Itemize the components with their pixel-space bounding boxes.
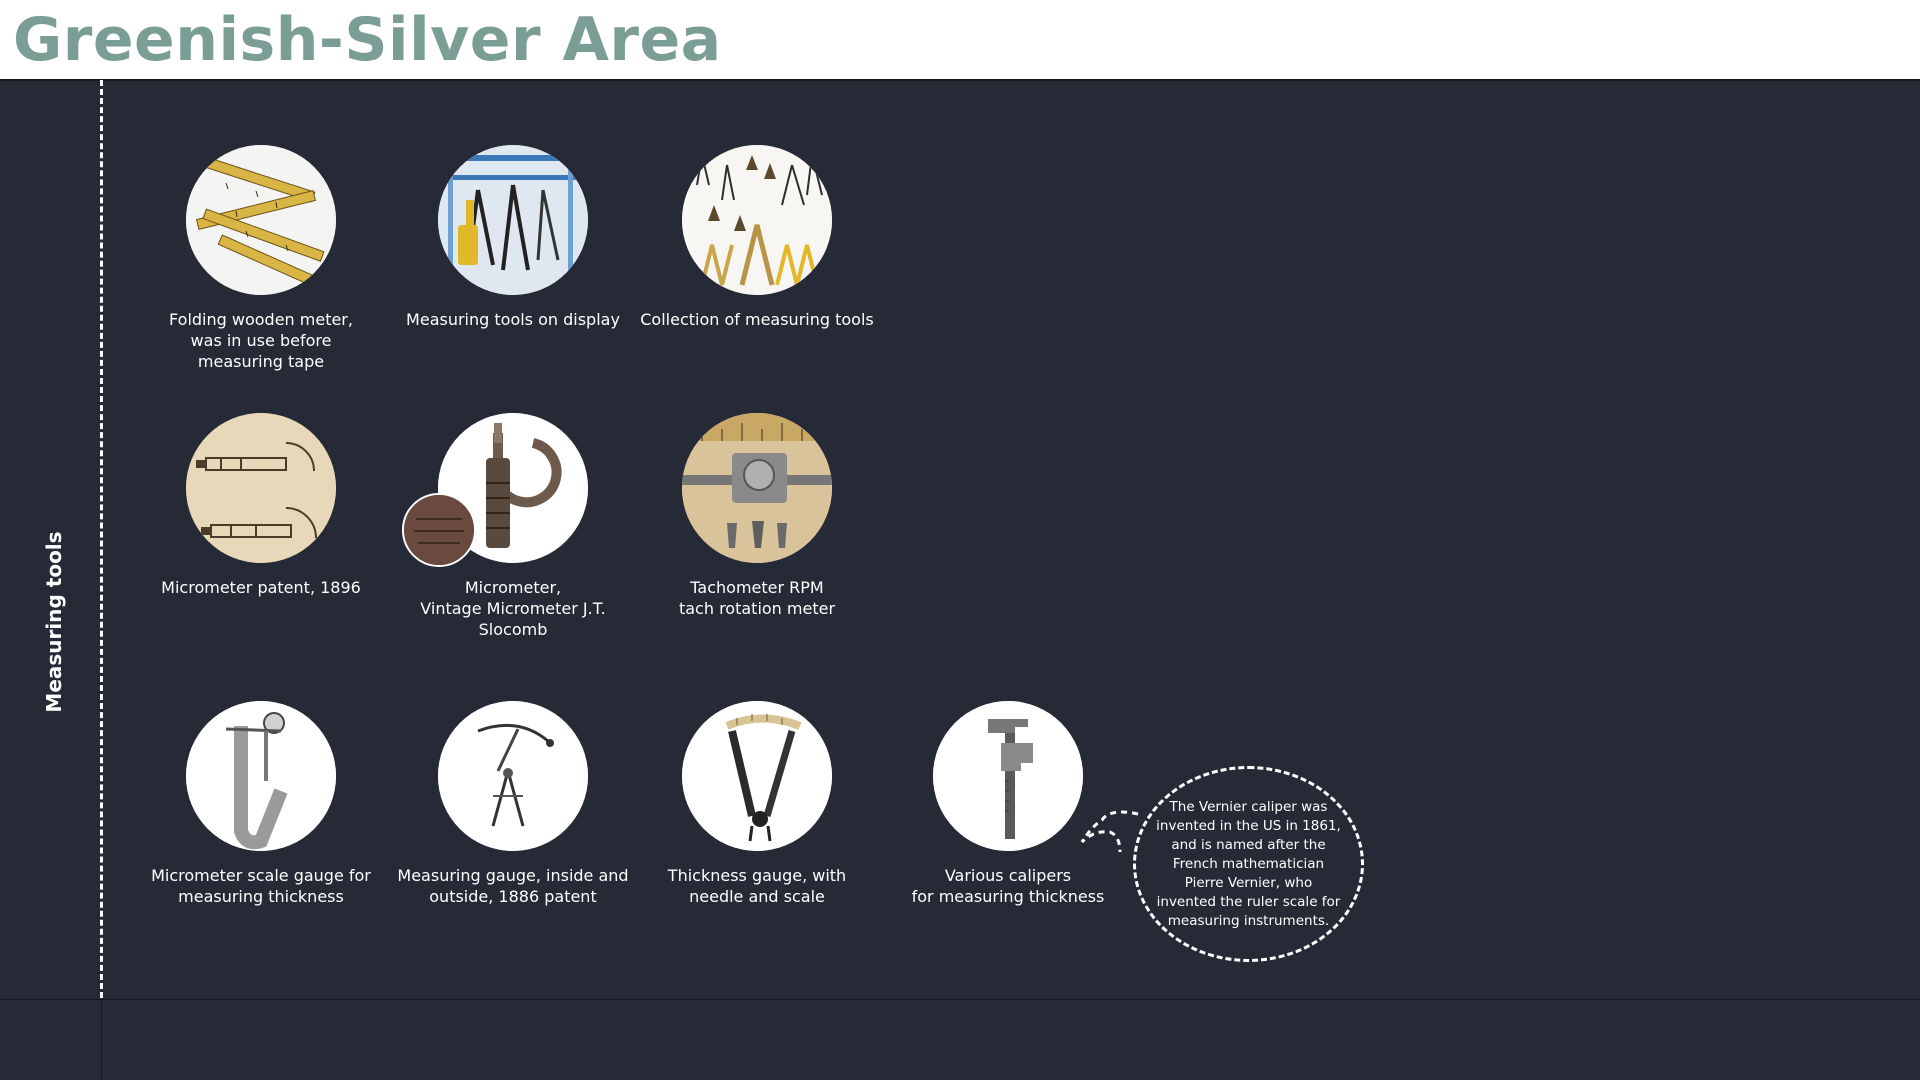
tachometer-icon[interactable] <box>682 413 832 563</box>
tool-card-calipers: Various calipers for measuring thickness <box>883 701 1133 907</box>
tool-caption: Thickness gauge, with needle and scale <box>667 866 847 906</box>
divider-compass-icon[interactable] <box>438 701 588 851</box>
tool-card-tools-display: Measuring tools on display <box>388 145 638 330</box>
slocomb-stamp-detail[interactable] <box>402 493 476 567</box>
tool-caption: Micrometer patent, 1896 <box>161 578 361 597</box>
vernier-fact-callout: The Vernier caliper was invented in the … <box>1133 766 1364 962</box>
tool-card-scale-gauge: Micrometer scale gauge for measuring thi… <box>136 701 386 907</box>
tool-caption: Measuring tools on display <box>406 310 620 329</box>
tool-caption: Tachometer RPM tach rotation meter <box>678 578 836 618</box>
footer-divider <box>0 999 1920 1000</box>
page-header: Greenish-Silver Area <box>0 0 1920 81</box>
tool-card-folding-meter: Folding wooden meter, was in use before … <box>136 145 386 372</box>
sidebar-section-label: Measuring tools <box>42 531 66 713</box>
tools-display-icon[interactable] <box>438 145 588 295</box>
tool-card-thickness-gauge: Thickness gauge, with needle and scale <box>632 701 882 907</box>
callout-tail <box>1080 810 1139 853</box>
footer-column-divider <box>101 1000 102 1080</box>
tool-caption: Micrometer, Vintage Micrometer J.T. Sloc… <box>420 578 606 639</box>
tool-caption: Various calipers for measuring thickness <box>911 866 1105 906</box>
tool-card-measuring-gauge: Measuring gauge, inside and outside, 188… <box>388 701 638 907</box>
folding-ruler-icon[interactable] <box>186 145 336 295</box>
tool-caption: Measuring gauge, inside and outside, 188… <box>397 866 629 906</box>
tools-collection-icon[interactable] <box>682 145 832 295</box>
patent-drawing-icon[interactable] <box>186 413 336 563</box>
sidebar: Measuring tools <box>0 80 100 999</box>
tool-caption: Micrometer scale gauge for measuring thi… <box>151 866 371 906</box>
page-title: Greenish-Silver Area <box>13 5 722 75</box>
scale-gauge-icon[interactable] <box>186 701 336 851</box>
tool-card-micrometer-patent: Micrometer patent, 1896 <box>136 413 386 598</box>
vernier-caliper-icon[interactable] <box>933 701 1083 851</box>
tool-caption: Folding wooden meter, was in use before … <box>169 310 353 371</box>
tool-card-tools-collection: Collection of measuring tools <box>632 145 882 330</box>
callout-text: The Vernier caliper was invented in the … <box>1156 798 1341 929</box>
thickness-gauge-icon[interactable] <box>682 701 832 851</box>
tool-caption: Collection of measuring tools <box>640 310 874 329</box>
section-divider <box>100 80 103 998</box>
tool-card-tachometer: Tachometer RPM tach rotation meter <box>632 413 882 619</box>
